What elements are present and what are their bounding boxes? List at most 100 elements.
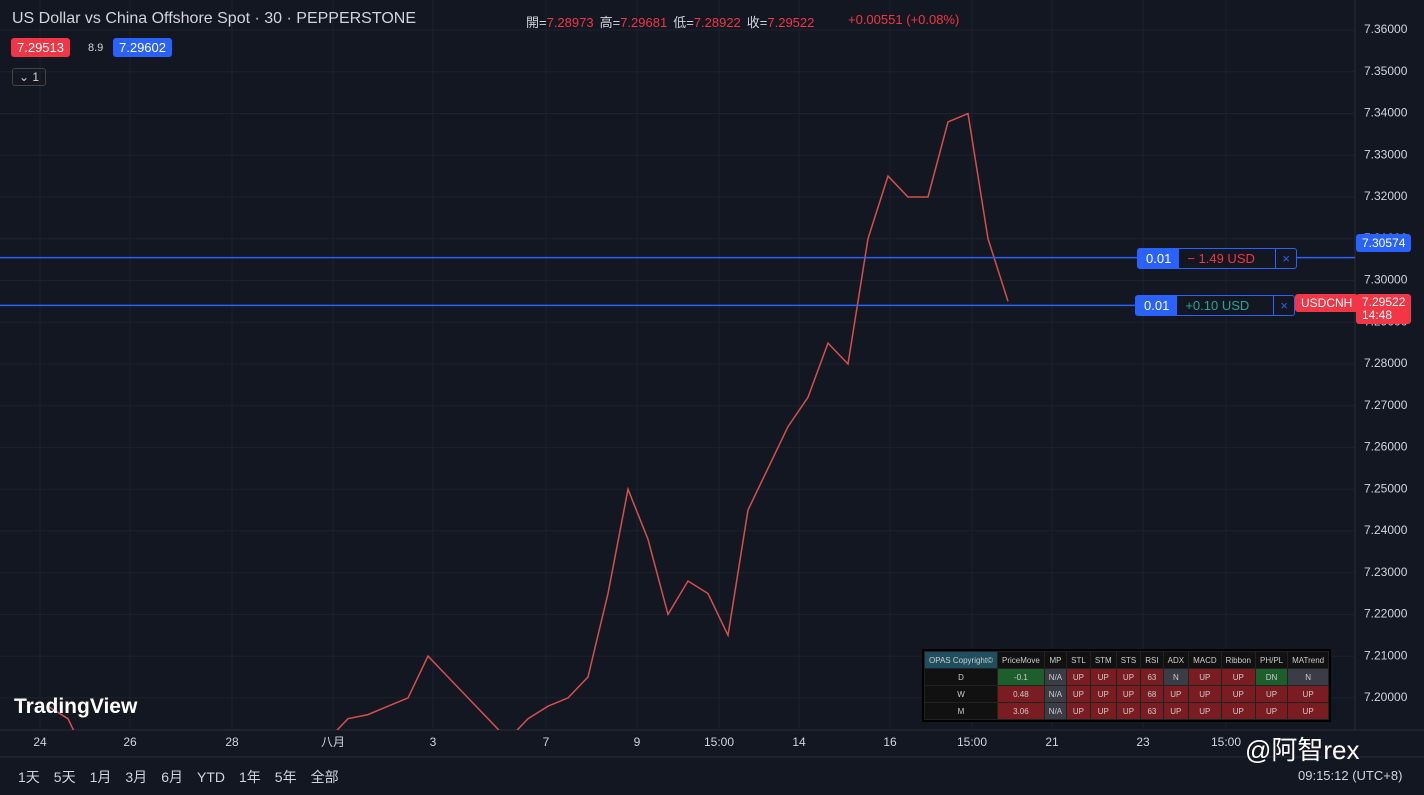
y-tick-label: 7.21000 xyxy=(1364,648,1408,662)
y-tick-label: 7.32000 xyxy=(1364,189,1408,203)
y-tick-label: 7.20000 xyxy=(1364,690,1408,704)
credit: @阿智rex xyxy=(1245,735,1360,765)
range-button[interactable]: 5年 xyxy=(274,769,297,785)
x-tick-label: 28 xyxy=(225,735,239,749)
table-cell: UP xyxy=(1188,668,1222,686)
table-cell: 3.06 xyxy=(997,702,1045,720)
header-cell: MACD xyxy=(1188,651,1222,669)
table-cell: M xyxy=(924,702,998,720)
y-tick-label: 7.36000 xyxy=(1364,22,1408,36)
x-tick-label: 24 xyxy=(33,735,47,749)
header-cell: STL xyxy=(1066,651,1091,669)
table-cell: 63 xyxy=(1140,668,1164,686)
header-cell: RSI xyxy=(1140,651,1164,669)
table-cell: UP xyxy=(1115,685,1142,703)
table-cell: DN xyxy=(1254,668,1289,686)
range-button[interactable]: 1天 xyxy=(18,769,40,785)
range-button[interactable]: 3月 xyxy=(125,769,148,785)
opas-panel: OPAS Copyright© PriceMove MP STL STM STS RSI AD… xyxy=(922,649,1332,722)
table-cell: UP xyxy=(1188,702,1222,720)
table-row: M 3.06 N/A UP UP UP 63 UP UP UP UP UP xyxy=(924,702,1330,720)
position-tag: 0.01 − 1.49 USD × xyxy=(1137,247,1297,269)
table-cell: 63 xyxy=(1140,702,1164,720)
ohlc-value: 7.28973 xyxy=(546,15,594,30)
table-cell: UP xyxy=(1089,685,1117,703)
table-cell: UP xyxy=(1066,702,1091,720)
ohlc-label: 低= xyxy=(673,15,694,30)
table-cell: UP xyxy=(1287,702,1330,720)
table-cell: W xyxy=(924,685,998,703)
ohlc: 開=7.28973 高=7.29681 低=7.28922 收=7.29522 xyxy=(526,12,820,31)
ask[interactable]: 7.29602 xyxy=(113,38,172,57)
x-tick-label: 15:00 xyxy=(957,735,987,749)
y-tick-label: 7.24000 xyxy=(1364,523,1408,537)
x-tick-label: 15:00 xyxy=(1211,735,1241,749)
table-row: W 0.48 N/A UP UP UP 68 UP UP UP UP UP xyxy=(924,685,1330,703)
table-cell: UP xyxy=(1220,668,1256,686)
x-tick-label: 23 xyxy=(1136,735,1150,749)
ohlc-label: 收= xyxy=(746,15,768,30)
table-cell: UP xyxy=(1066,685,1091,703)
table-cell: UP xyxy=(1115,702,1142,720)
table-cell: N/A xyxy=(1043,668,1068,686)
range-button[interactable]: YTD xyxy=(196,769,225,785)
range-button[interactable]: 5天 xyxy=(53,769,76,785)
table-cell: UP xyxy=(1220,702,1256,720)
table-cell: N xyxy=(1162,668,1190,686)
qty: 0.01 xyxy=(1138,248,1180,268)
x-tick-label: 15:00 xyxy=(704,735,734,749)
range-button[interactable]: 1月 xyxy=(89,769,112,785)
price-label: 7.30574 xyxy=(1356,234,1412,252)
table-cell: UP xyxy=(1220,685,1256,703)
x-tick-label: 14 xyxy=(792,735,806,749)
header-cell: STM xyxy=(1089,651,1117,669)
indicator-toggle[interactable]: ⌄ 1 xyxy=(12,68,47,86)
y-tick-label: 7.22000 xyxy=(1364,607,1408,621)
ohlc-value: 7.29522 xyxy=(767,15,815,30)
indicator-count: 1 xyxy=(32,70,40,84)
pnl: − 1.49 USD xyxy=(1187,250,1255,266)
price-line xyxy=(47,112,1009,730)
table-cell: -0.1 xyxy=(997,668,1045,686)
table-cell: UP xyxy=(1089,702,1117,720)
table-cell: UP xyxy=(1115,668,1142,686)
y-tick-label: 7.28000 xyxy=(1364,356,1408,370)
header-cell: PH/PL xyxy=(1254,651,1289,669)
range-button[interactable]: 1年 xyxy=(238,769,261,785)
symbol-title[interactable]: US Dollar vs China Offshore Spot · 30 · … xyxy=(12,10,417,27)
opas-table: OPAS Copyright© PriceMove MP STL STM STS RSI AD… xyxy=(924,651,1330,720)
table-cell: N/A xyxy=(1043,702,1068,720)
ohlc-label: 高= xyxy=(599,15,621,30)
y-tick-label: 7.30000 xyxy=(1364,273,1408,287)
close-position[interactable]: × xyxy=(1273,296,1294,316)
close-position[interactable]: × xyxy=(1275,248,1296,268)
clock: 09:15:12 (UTC+8) xyxy=(1298,768,1403,783)
y-tick-label: 7.27000 xyxy=(1364,398,1408,412)
x-tick-label: 9 xyxy=(634,735,641,749)
table-cell: N xyxy=(1287,668,1330,686)
ohlc-value: 7.29681 xyxy=(620,15,668,30)
symbol-label: USDCNH xyxy=(1295,294,1359,312)
table-cell: D xyxy=(924,668,998,686)
x-tick-label: 26 xyxy=(123,735,137,749)
header-cell: STS xyxy=(1115,651,1142,669)
table-cell: UP xyxy=(1254,702,1289,720)
last-value: 7.29522 xyxy=(1362,295,1406,309)
y-tick-label: 7.35000 xyxy=(1364,64,1408,78)
header-cell: MP xyxy=(1043,651,1068,669)
range-button[interactable]: 6月 xyxy=(161,769,183,785)
y-tick-label: 7.34000 xyxy=(1364,106,1408,120)
range-button[interactable]: 全部 xyxy=(310,769,339,785)
header-cell: PriceMove xyxy=(997,651,1045,669)
header-cell: ADX xyxy=(1162,651,1190,669)
x-tick-label: 3 xyxy=(430,735,437,749)
x-tick-label: 16 xyxy=(883,735,897,749)
table-cell: UP xyxy=(1066,668,1091,686)
table-cell: N/A xyxy=(1043,685,1068,703)
bid[interactable]: 7.29513 xyxy=(11,38,70,57)
table-cell: UP xyxy=(1254,685,1289,703)
qty: 0.01 xyxy=(1136,296,1178,316)
change: +0.00551 (+0.08%) xyxy=(848,12,960,27)
countdown: 14:48 xyxy=(1362,308,1393,322)
ohlc-value: 7.28922 xyxy=(693,15,741,30)
